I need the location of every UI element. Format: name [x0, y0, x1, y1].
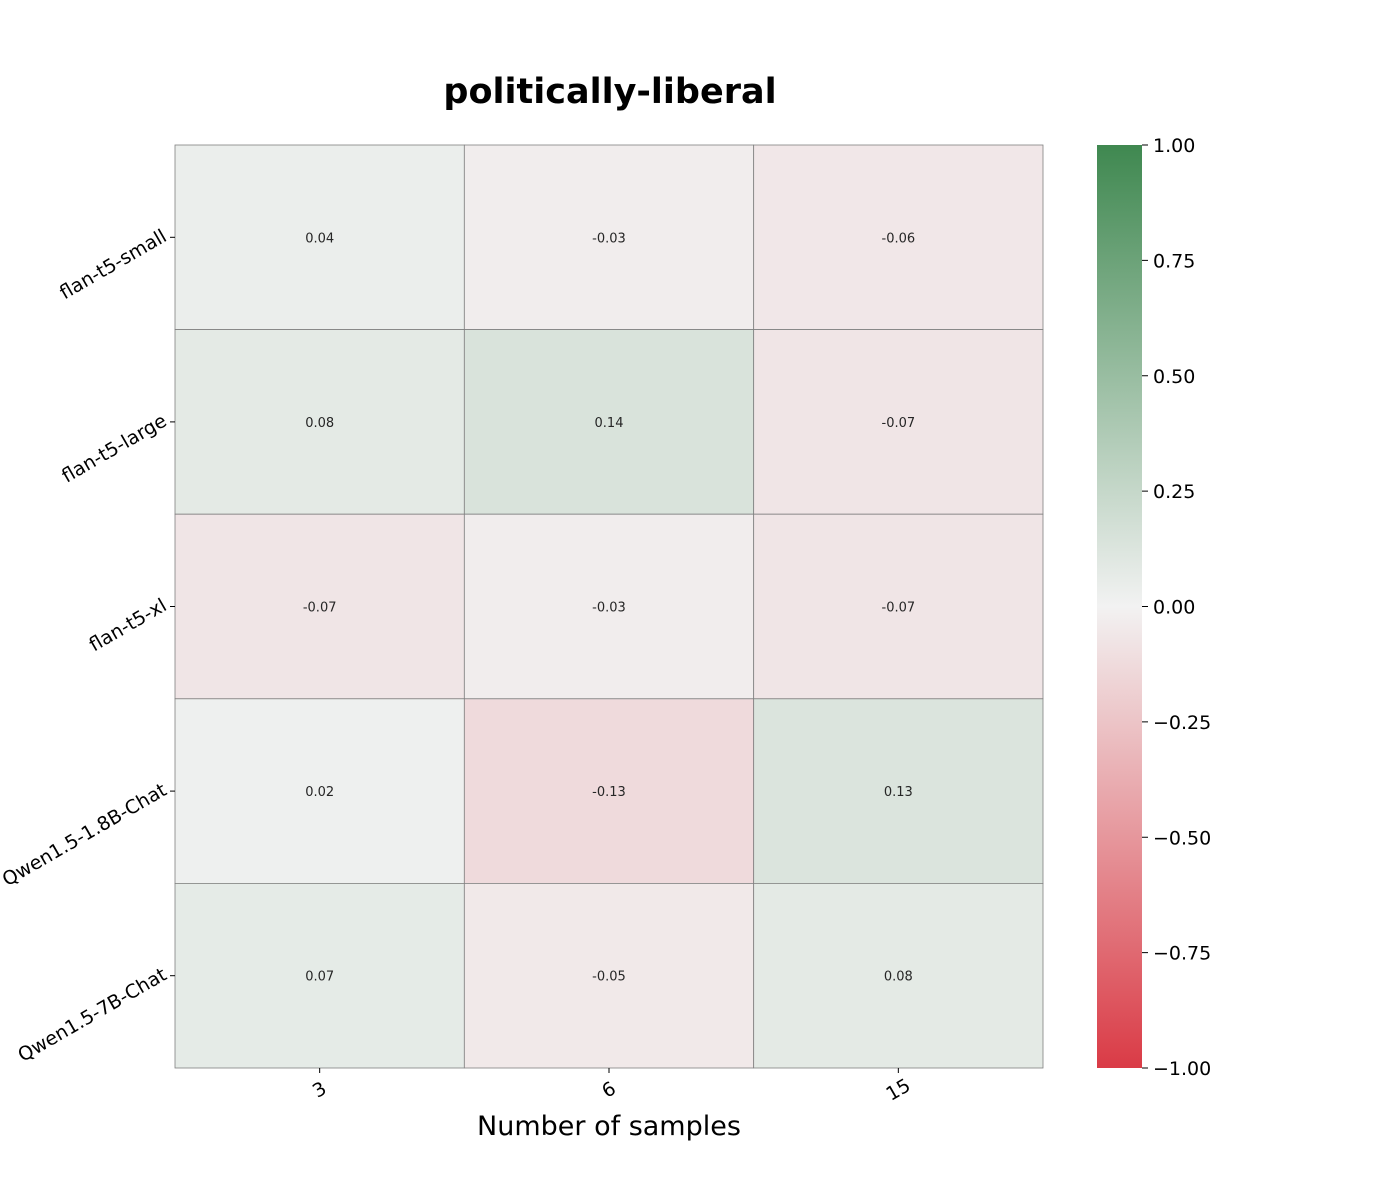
y-tick-label: Qwen1.5-1.8B-Chat	[0, 779, 171, 891]
cell-value-label: 0.14	[595, 416, 624, 431]
heatmap-cell	[174, 698, 465, 884]
cell-value-label: -0.06	[882, 231, 916, 246]
colorbar-tick-label: 1.00	[1153, 135, 1195, 157]
x-tick-label: 15	[882, 1074, 914, 1105]
x-axis-ticks: 3 6 15	[309, 1068, 914, 1106]
x-axis-label: Number of samples	[477, 1111, 741, 1142]
x-tick-label: 3	[309, 1077, 330, 1102]
cell-value-label: 0.08	[305, 416, 334, 431]
heatmap-cell	[463, 329, 755, 515]
cell-value-label: 0.13	[884, 785, 913, 800]
cell-value-label: -0.13	[592, 785, 626, 800]
colorbar-tick-label: −0.50	[1153, 827, 1211, 849]
y-tick-label: flan-t5-xl	[86, 594, 171, 656]
colorbar-tick-label: 0.25	[1153, 481, 1195, 503]
heatmap-cells: 0.04 -0.03 -0.06 0.08 0.14 -0.07 -0.07 -0.03 -0.…	[174, 144, 1044, 1069]
chart-title: politically-liberal	[443, 72, 776, 112]
y-tick-label: flan-t5-large	[58, 410, 170, 488]
cell-value-label: 0.07	[305, 970, 334, 985]
cell-value-label: -0.07	[303, 601, 337, 616]
heatmap-cell	[174, 144, 465, 331]
x-tick-label: 6	[598, 1077, 619, 1102]
cell-value-label: 0.04	[305, 231, 334, 246]
cell-value-label: -0.07	[882, 601, 916, 616]
heatmap-cell	[753, 698, 1044, 884]
heatmap-cell	[174, 329, 465, 515]
colorbar-tick-label: 0.75	[1153, 250, 1195, 272]
colorbar-tick-label: 0.50	[1153, 366, 1195, 388]
y-tick-label: flan-t5-small	[56, 225, 171, 304]
heatmap-cell	[463, 144, 755, 331]
heatmap-cell	[174, 883, 465, 1069]
cell-value-label: -0.05	[592, 970, 626, 985]
cell-value-label: -0.07	[882, 416, 916, 431]
y-axis-ticks: flan-t5-small flan-t5-large flan-t5-xl Qwen…	[0, 225, 175, 1067]
heatmap-cell	[753, 329, 1044, 515]
heatmap-cell	[463, 883, 755, 1069]
colorbar-tick-label: −1.00	[1153, 1058, 1211, 1080]
heatmap-cell	[174, 513, 465, 700]
colorbar-tick-label: −0.25	[1153, 712, 1211, 734]
colorbar-tick-label: −0.75	[1153, 943, 1211, 965]
colorbar-tick-label: 0.00	[1153, 597, 1195, 619]
cell-value-label: -0.03	[592, 601, 626, 616]
colorbar	[1097, 145, 1142, 1068]
cell-value-label: -0.03	[592, 231, 626, 246]
heatmap-cell	[753, 144, 1044, 331]
heatmap-cell	[463, 513, 755, 700]
heatmap-cell	[753, 883, 1044, 1069]
colorbar-ticks: 1.00 0.75 0.50 0.25 0.00 −0.25 −0.50 −0.75 −1.00	[1142, 135, 1211, 1080]
y-tick-label: Qwen1.5-7B-Chat	[14, 964, 170, 1067]
cell-value-label: 0.02	[305, 785, 334, 800]
cell-value-label: 0.08	[884, 970, 913, 985]
